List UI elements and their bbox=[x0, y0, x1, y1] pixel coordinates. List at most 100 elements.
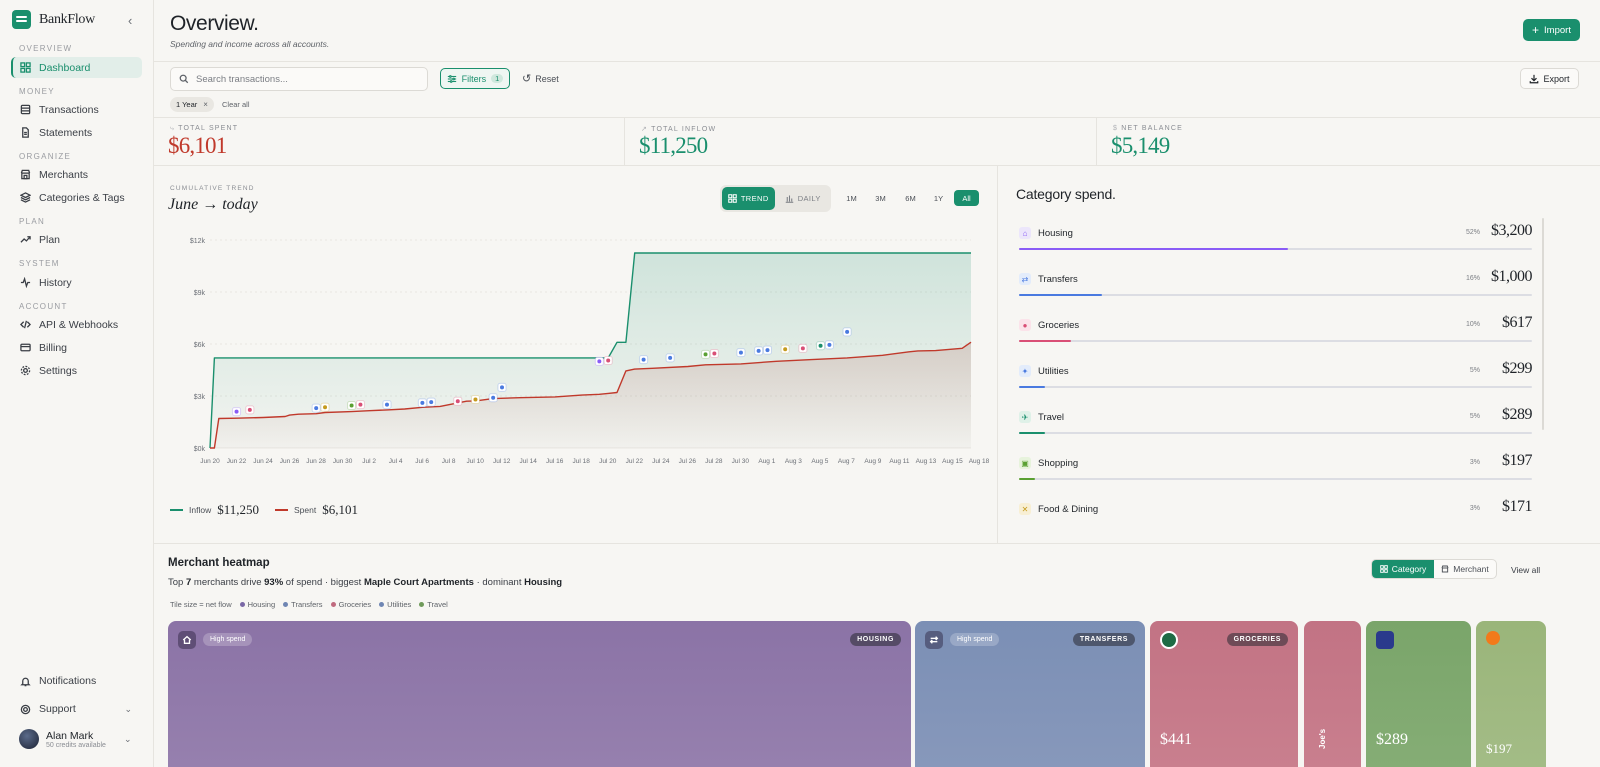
category-view-button[interactable]: Category bbox=[1372, 560, 1434, 578]
legend-inflow-value: $11,250 bbox=[217, 502, 259, 517]
transaction-marker-groceries-icon[interactable] bbox=[453, 396, 463, 406]
range-6m-button[interactable]: 6M bbox=[905, 193, 916, 203]
active-filter-chip[interactable]: 1 Year × bbox=[170, 97, 214, 112]
chevron-down-icon[interactable]: ⌄ bbox=[124, 734, 132, 744]
range-1m-button[interactable]: 1M bbox=[846, 193, 857, 203]
transaction-marker-housing-icon[interactable] bbox=[232, 407, 242, 417]
daily-toggle-button[interactable]: DAILY bbox=[777, 187, 830, 210]
sidebar-item-transactions[interactable]: Transactions bbox=[11, 99, 142, 120]
transaction-marker-utilities-icon[interactable] bbox=[417, 398, 427, 408]
category-amount: $1,000 bbox=[1491, 268, 1533, 285]
merchant-view-button[interactable]: Merchant bbox=[1434, 560, 1496, 578]
transaction-marker-shopping-icon[interactable] bbox=[701, 349, 711, 359]
transaction-marker-groceries-icon[interactable] bbox=[709, 349, 719, 359]
kpi-value: $5,149 bbox=[1111, 133, 1170, 158]
transaction-marker-dining-icon[interactable] bbox=[320, 402, 330, 412]
transaction-marker-transfers-icon[interactable] bbox=[842, 327, 852, 337]
heatmap-tile-groceries[interactable]: GROCERIES $441 bbox=[1150, 621, 1298, 767]
kpi-net-balance: $ NET BALANCE $5,149 bbox=[1097, 118, 1600, 165]
category-row[interactable]: ✈ Travel 5% $289 bbox=[1019, 402, 1533, 442]
category-percent: 3% bbox=[1469, 459, 1480, 466]
x-tick-label: Jul 10 bbox=[466, 458, 484, 465]
sidebar-item-statements[interactable]: Statements bbox=[11, 122, 142, 143]
brand[interactable]: BankFlow bbox=[12, 10, 95, 29]
transaction-marker-travel-icon[interactable] bbox=[754, 346, 764, 356]
sidebar-item-history[interactable]: History bbox=[11, 272, 142, 293]
sidebar-item-api-webhooks[interactable]: API & Webhooks bbox=[11, 314, 142, 335]
transaction-marker-utilities-icon[interactable] bbox=[736, 348, 746, 358]
bankflow-logo-icon bbox=[12, 10, 31, 29]
category-row[interactable]: ⌂ Housing 52% $3,200 bbox=[1019, 218, 1533, 258]
heatmap-view-toggle: Category Merchant bbox=[1371, 559, 1497, 579]
heatmap-summary: Top 7 merchants drive 93% of spend · big… bbox=[168, 577, 563, 588]
search-input[interactable] bbox=[196, 73, 416, 85]
tile-amount: $197 bbox=[1486, 741, 1512, 756]
transaction-marker-utilities-icon[interactable] bbox=[762, 345, 772, 355]
category-row[interactable]: ✕ Food & Dining 3% $171 bbox=[1019, 494, 1533, 534]
heatmap-tile-joes[interactable]: Joe's bbox=[1304, 621, 1361, 767]
trend-toggle-button[interactable]: TREND bbox=[722, 187, 775, 210]
range-1y-button[interactable]: 1Y bbox=[933, 193, 944, 203]
transaction-marker-dining-icon[interactable] bbox=[780, 344, 790, 354]
heatmap-tile-shopping[interactable]: $197 bbox=[1476, 621, 1546, 767]
transaction-marker-travel-icon[interactable] bbox=[816, 341, 826, 351]
import-button[interactable]: + Import bbox=[1523, 19, 1580, 41]
export-button[interactable]: Export bbox=[1520, 68, 1579, 89]
collapse-sidebar-icon[interactable]: ‹ bbox=[128, 13, 133, 28]
x-tick-label: Aug 13 bbox=[916, 458, 937, 465]
view-all-link[interactable]: View all bbox=[1511, 565, 1541, 575]
category-scrollbar[interactable] bbox=[1542, 218, 1544, 430]
transaction-marker-travel-icon[interactable] bbox=[824, 340, 834, 350]
clear-all-link[interactable]: Clear all bbox=[222, 100, 250, 109]
reset-button[interactable]: ↺ Reset bbox=[522, 72, 559, 85]
heatmap-tile-transfers[interactable]: High spend TRANSFERS bbox=[915, 621, 1145, 767]
x-tick-label: Jul 16 bbox=[546, 458, 564, 465]
legend-item: Travel bbox=[419, 600, 448, 609]
sidebar-item-settings[interactable]: Settings bbox=[11, 360, 142, 381]
transaction-marker-dining-icon[interactable] bbox=[470, 394, 480, 404]
category-row[interactable]: ✦ Utilities 5% $299 bbox=[1019, 356, 1533, 396]
range-all-button[interactable]: All bbox=[954, 190, 979, 206]
divider bbox=[624, 118, 625, 165]
notifications-button[interactable]: Notifications bbox=[11, 671, 142, 691]
search-box[interactable] bbox=[170, 67, 428, 91]
sidebar-item-merchants[interactable]: Merchants bbox=[11, 164, 142, 185]
transaction-marker-travel-icon[interactable] bbox=[426, 397, 436, 407]
sidebar-item-dashboard[interactable]: Dashboard bbox=[11, 57, 142, 78]
transaction-marker-groceries-icon[interactable] bbox=[355, 400, 365, 410]
heatmap-tile-housing[interactable]: High spend HOUSING bbox=[168, 621, 911, 767]
sidebar-item-plan[interactable]: Plan bbox=[11, 229, 142, 250]
sidebar-item-categories-tags[interactable]: Categories & Tags bbox=[11, 187, 142, 208]
category-spend-title: Category spend. bbox=[1016, 186, 1116, 202]
category-row[interactable]: ● Groceries 10% $617 bbox=[1019, 310, 1533, 350]
x-tick-label: Jul 28 bbox=[705, 458, 723, 465]
transaction-marker-groceries-icon[interactable] bbox=[798, 343, 808, 353]
transaction-marker-groceries-icon[interactable] bbox=[603, 355, 613, 365]
user-profile[interactable]: Alan Mark 50 credits available bbox=[19, 729, 106, 749]
chart-kicker: CUMULATIVE TREND bbox=[170, 185, 255, 192]
support-button[interactable]: Support ⌄ bbox=[11, 699, 142, 719]
transaction-marker-housing-icon[interactable] bbox=[594, 356, 604, 366]
page-title: Overview. bbox=[170, 12, 259, 35]
sidebar-item-billing[interactable]: Billing bbox=[11, 337, 142, 358]
category-row[interactable]: ⇄ Transfers 16% $1,000 bbox=[1019, 264, 1533, 304]
transaction-marker-groceries-icon[interactable] bbox=[245, 405, 255, 415]
transaction-marker-travel-icon[interactable] bbox=[488, 393, 498, 403]
close-icon[interactable]: × bbox=[203, 100, 208, 109]
sidebar-item-label: History bbox=[39, 276, 72, 289]
transaction-marker-shopping-icon[interactable] bbox=[347, 401, 357, 411]
transaction-marker-transfers-icon[interactable] bbox=[382, 400, 392, 410]
transaction-marker-transfers-icon[interactable] bbox=[497, 382, 507, 392]
range-3m-button[interactable]: 3M bbox=[875, 193, 886, 203]
x-tick-label: Jun 20 bbox=[200, 458, 220, 465]
transaction-marker-utilities-icon[interactable] bbox=[311, 403, 321, 413]
grid-icon bbox=[1379, 565, 1388, 573]
heatmap-tile-travel[interactable]: $289 bbox=[1366, 621, 1471, 767]
filters-button[interactable]: Filters 1 bbox=[440, 68, 510, 89]
kpi-label: ↗ TOTAL INFLOW bbox=[641, 126, 717, 133]
heatmap-legend: Tile size = net flow Housing Transfers G… bbox=[170, 600, 448, 609]
transaction-marker-travel-icon[interactable] bbox=[639, 355, 649, 365]
transaction-marker-utilities-icon[interactable] bbox=[665, 353, 675, 363]
category-row[interactable]: ▣ Shopping 3% $197 bbox=[1019, 448, 1533, 488]
legend-inflow-label: Inflow bbox=[189, 505, 212, 515]
